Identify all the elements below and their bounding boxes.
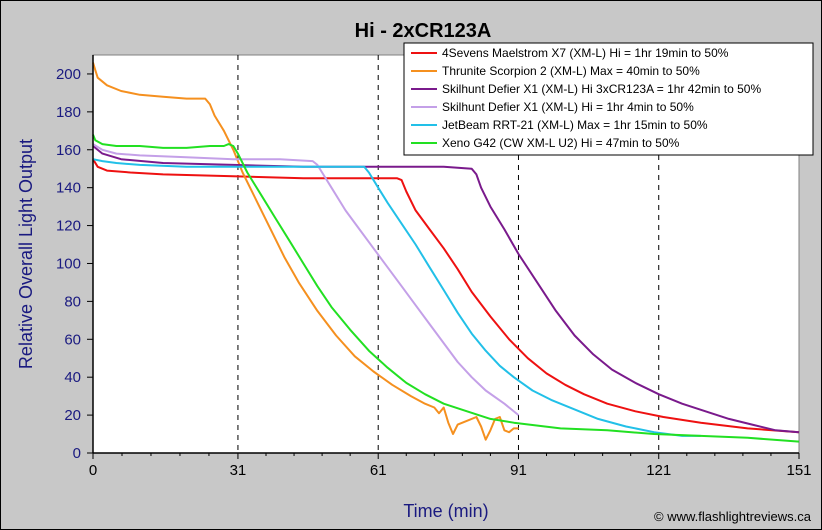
x-tick-label: 121 <box>646 462 671 479</box>
legend-label-0: 4Sevens Maelstrom X7 (XM-L) Hi = 1hr 19m… <box>442 46 729 60</box>
y-tick-label: 40 <box>64 369 81 386</box>
y-tick-label: 140 <box>56 180 81 197</box>
x-tick-label: 61 <box>370 462 387 479</box>
legend-label-4: JetBeam RRT-21 (XM-L) Max = 1hr 15min to… <box>442 118 708 132</box>
chart-title: Hi - 2xCR123A <box>355 20 492 42</box>
x-tick-label: 31 <box>230 462 247 479</box>
y-tick-label: 200 <box>56 66 81 83</box>
legend: 4Sevens Maelstrom X7 (XM-L) Hi = 1hr 19m… <box>403 42 814 156</box>
legend-label-3: Skilhunt Defier X1 (XM-L) Hi = 1hr 4min … <box>442 100 694 114</box>
y-tick-label: 20 <box>64 407 81 424</box>
series-line-1 <box>92 62 519 441</box>
legend-label-1: Thrunite Scorpion 2 (XM-L) Max = 40min t… <box>442 64 700 78</box>
y-tick-label: 180 <box>56 104 81 121</box>
y-axis-label: Relative Overall Light Output <box>16 139 36 369</box>
series-lines <box>92 62 800 443</box>
y-tick-label: 100 <box>56 255 81 272</box>
series-line-0 <box>92 158 800 434</box>
x-tick-label: 151 <box>786 462 811 479</box>
legend-label-5: Xeno G42 (CW XM-L U2) Hi = 47min to 50% <box>442 136 680 150</box>
series-line-3 <box>92 143 520 416</box>
credit-text: © www.flashlightreviews.ca <box>654 509 812 524</box>
x-tick-label: 0 <box>89 462 97 479</box>
x-tick-label: 91 <box>510 462 527 479</box>
y-tick-label: 60 <box>64 331 81 348</box>
y-tick-label: 80 <box>64 293 81 310</box>
x-axis-label: Time (min) <box>403 501 488 521</box>
legend-label-2: Skilhunt Defier X1 (XM-L) Hi 3xCR123A = … <box>442 82 761 96</box>
y-tick-label: 0 <box>73 445 81 462</box>
x-axis: 0 31 61 91 121 151 <box>89 453 812 479</box>
series-line-4 <box>92 158 701 437</box>
series-line-2 <box>92 145 800 434</box>
y-tick-label: 120 <box>56 218 81 235</box>
series-line-5 <box>92 134 800 443</box>
legend-box <box>403 42 814 156</box>
grid-lines <box>237 55 660 453</box>
y-tick-label: 160 <box>56 142 81 159</box>
y-axis: 0 20 40 60 80 100 120 140 160 180 200 <box>56 66 93 462</box>
